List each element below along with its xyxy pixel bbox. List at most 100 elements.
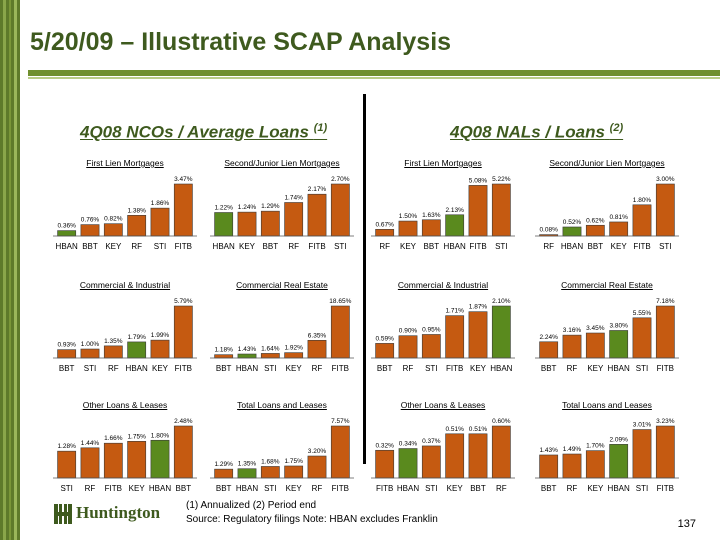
huntington-logo-text: Huntington (76, 503, 161, 522)
bar-bbt (468, 433, 488, 479)
data-label: 1.50% (399, 213, 418, 220)
category-label: KEY (447, 484, 464, 493)
category-label: FITB (308, 242, 325, 251)
slide-title: 5/20/09 – Illustrative SCAP Analysis (30, 28, 452, 56)
data-label: 2.70% (331, 176, 350, 183)
bar-rf (127, 215, 147, 237)
data-label: 5.22% (492, 176, 511, 183)
data-label: 1.75% (127, 433, 146, 440)
data-label: 1.63% (422, 212, 441, 219)
category-label: STI (425, 484, 437, 493)
bar-key (398, 220, 418, 237)
category-label: KEY (239, 242, 256, 251)
bar-hban (609, 444, 629, 479)
chart-nals-first-lien: First Lien Mortgages 0.67% RF 1.50% KEY 1.63… (363, 158, 523, 266)
category-label: FITB (376, 484, 393, 493)
section-title-ncos: 4Q08 NCOs / Average Loans (1) (80, 122, 327, 143)
category-label: RF (496, 484, 507, 493)
data-label: 1.74% (284, 194, 303, 201)
bar-fitb (173, 183, 193, 237)
category-label: RF (85, 484, 96, 493)
data-label: 2.10% (492, 298, 511, 305)
chart-title: Second/Junior Lien Mortgages (224, 158, 340, 168)
bar-chart-svg: 0.93% BBT 1.00% STI 1.35% RF 1.79% HBAN 1.99% KEY… (53, 298, 197, 373)
data-label: 2.48% (174, 418, 193, 425)
data-label: 5.79% (174, 298, 193, 305)
bar-key (103, 223, 123, 237)
category-label: KEY (129, 484, 146, 493)
data-label: 1.24% (238, 204, 257, 211)
category-label: KEY (105, 242, 122, 251)
data-label: 7.57% (331, 418, 350, 425)
title-rule-secondary (28, 77, 720, 79)
category-label: STI (636, 364, 648, 373)
bar-hban (491, 305, 511, 359)
bar-key (150, 339, 170, 359)
data-label: 0.62% (586, 217, 605, 224)
bar-hban (57, 230, 77, 237)
category-label: BBT (541, 484, 557, 493)
bar-fitb (655, 425, 675, 479)
bar-hban (214, 212, 234, 237)
category-label: STI (60, 484, 72, 493)
category-label: BBT (588, 242, 604, 251)
category-label: BBT (216, 484, 232, 493)
category-label: KEY (286, 364, 303, 373)
bar-hban (445, 214, 465, 237)
category-label: STI (154, 242, 166, 251)
chart-title: Second/Junior Lien Mortgages (549, 158, 665, 168)
category-label: KEY (470, 364, 487, 373)
bar-rf (307, 339, 327, 359)
category-label: HBAN (490, 364, 512, 373)
data-label: 0.34% (399, 441, 418, 448)
bar-fitb (375, 449, 395, 479)
data-label: 1.71% (445, 308, 464, 315)
category-label: HBAN (236, 484, 258, 493)
bar-fitb (330, 425, 350, 479)
data-label: 3.00% (656, 176, 675, 183)
bar-bbt (214, 468, 234, 479)
category-label: HBAN (608, 364, 630, 373)
data-label: 0.93% (57, 342, 76, 349)
category-label: RF (131, 242, 142, 251)
bar-fitb (330, 305, 350, 359)
data-label: 1.28% (57, 443, 76, 450)
bar-bbt (173, 425, 193, 479)
data-label: 0.81% (609, 214, 628, 221)
bar-sti (632, 429, 652, 479)
data-label: 1.68% (261, 458, 280, 465)
category-label: FITB (175, 242, 192, 251)
bar-hban (127, 341, 147, 359)
category-label: FITB (175, 364, 192, 373)
category-label: KEY (611, 242, 628, 251)
category-label: FITB (469, 242, 486, 251)
bar-chart-svg: 0.36% HBAN 0.76% BBT 0.82% KEY 1.38% RF 1.86% STI… (53, 176, 197, 251)
bar-sti (150, 207, 170, 237)
bar-fitb (445, 315, 465, 359)
bar-chart-svg: 0.67% RF 1.50% KEY 1.63% BBT 2.13% HBAN 5.08% FIT… (371, 176, 515, 251)
title-rule (28, 70, 720, 76)
bar-rf (80, 447, 100, 479)
category-label: FITB (633, 242, 650, 251)
bar-chart-svg: 0.59% BBT 0.90% RF 0.95% STI 1.71% FITB 1.87% KEY… (371, 298, 515, 373)
category-label: STI (659, 242, 671, 251)
category-label: HBAN (213, 242, 235, 251)
category-label: BBT (541, 364, 557, 373)
bar-sti (655, 183, 675, 237)
bar-bbt (214, 354, 234, 359)
section-title-nals: 4Q08 NALs / Loans (2) (450, 122, 623, 143)
data-label: 0.82% (104, 216, 123, 223)
data-label: 1.99% (151, 332, 170, 339)
section-title-nals-text: 4Q08 NALs / Loans (450, 122, 605, 142)
category-label: RF (379, 242, 390, 251)
bar-fitb (307, 193, 327, 237)
chart-ncos-first-lien: First Lien Mortgages 0.36% HBAN 0.76% BBT 0.… (45, 158, 205, 266)
category-label: RF (403, 364, 414, 373)
bar-sti (260, 353, 280, 359)
chart-title: Commercial & Industrial (79, 280, 171, 290)
data-label: 7.18% (656, 298, 675, 305)
chart-title: Commercial & Industrial (397, 280, 489, 290)
bar-chart-svg: 1.29% BBT 1.35% HBAN 1.68% STI 1.75% KEY 3.20% RF… (210, 418, 354, 493)
category-label: BBT (59, 364, 75, 373)
chart-ncos-second-lien: Second/Junior Lien Mortgages 1.22% HBAN 1.… (202, 158, 362, 266)
